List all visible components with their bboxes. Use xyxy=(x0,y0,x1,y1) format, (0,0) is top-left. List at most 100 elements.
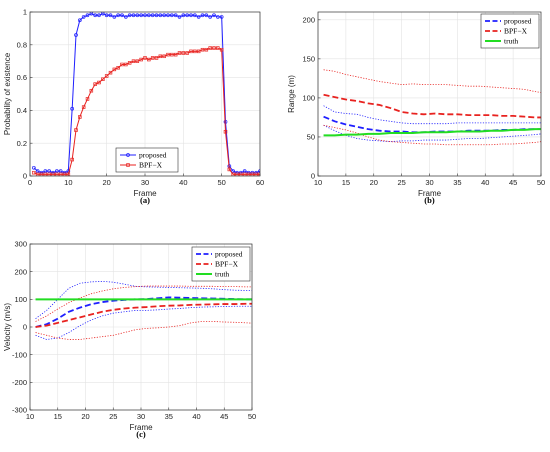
data-point xyxy=(158,54,163,59)
x-tick-label: 25 xyxy=(397,178,405,187)
data-point xyxy=(181,13,186,18)
x-tick-label: 15 xyxy=(342,178,350,187)
x-tick-label: 35 xyxy=(453,178,461,187)
data-point xyxy=(120,13,124,18)
plot-area xyxy=(323,69,541,146)
data-point xyxy=(208,15,213,19)
proposed-bound-series-line xyxy=(35,305,252,340)
data-point xyxy=(116,13,121,18)
truth-series-line xyxy=(323,128,541,137)
axes-frame xyxy=(29,243,253,411)
y-tick-label: -300 xyxy=(12,406,27,415)
data-point xyxy=(146,13,151,18)
chart-panel-3: 10 15 20 25 30 35 40 45 50 -300 -200 -100 0 100 200 300… xyxy=(3,240,256,439)
chart-panel-2: 10 15 20 25 30 35 40 45 50 0 50 100 150 200 Frame Range… xyxy=(287,11,545,205)
x-tick-label: 50 xyxy=(537,178,545,187)
chart-panel-1: 0 10 20 30 40 50 60 0 0.2 0.4 0.6 0.8 1 Frame Probabil… xyxy=(3,8,264,205)
data-point xyxy=(74,128,78,132)
x-axis-label: Frame xyxy=(129,423,153,432)
legend-marker xyxy=(126,163,130,167)
legend-label: BPF−X xyxy=(139,161,163,170)
axes-frame xyxy=(29,11,261,177)
data-point xyxy=(135,13,140,18)
data-point xyxy=(196,49,201,54)
data-point xyxy=(219,47,224,52)
data-point xyxy=(74,33,78,37)
data-point xyxy=(154,56,159,60)
data-point xyxy=(166,13,170,18)
data-point xyxy=(223,129,228,134)
data-point xyxy=(81,105,86,109)
data-point xyxy=(150,56,155,60)
x-tick-label: 30 xyxy=(425,178,433,187)
data-point xyxy=(216,46,220,50)
legend-label: truth xyxy=(215,270,229,279)
y-axis-label: Range (m) xyxy=(287,75,296,113)
data-point xyxy=(116,66,120,70)
x-tick-label: 30 xyxy=(137,412,145,421)
data-point xyxy=(193,49,197,54)
data-point xyxy=(227,167,232,172)
proposed-bound-series-line xyxy=(323,124,541,143)
legend-label: BPF−X xyxy=(215,260,239,269)
plot-area xyxy=(35,280,252,340)
data-point xyxy=(185,13,190,18)
data-point xyxy=(150,13,155,18)
x-tick-label: 25 xyxy=(109,412,117,421)
plot-area xyxy=(31,12,260,176)
bpfx-series-line xyxy=(323,93,541,119)
data-point xyxy=(185,51,189,55)
x-tick-label: 50 xyxy=(248,412,256,421)
data-point xyxy=(93,13,98,18)
data-point xyxy=(54,169,59,173)
bpfx-bound-series-line xyxy=(35,321,252,340)
x-tick-label: 10 xyxy=(314,178,322,187)
data-point xyxy=(173,52,178,57)
data-point xyxy=(219,15,224,19)
data-point xyxy=(189,49,193,54)
data-point xyxy=(93,82,97,86)
y-tick-label: 0 xyxy=(23,172,27,181)
data-point xyxy=(204,47,209,52)
data-point xyxy=(131,13,136,18)
data-point xyxy=(139,57,143,62)
data-point xyxy=(85,13,90,18)
data-point xyxy=(162,13,167,18)
data-point xyxy=(147,57,151,62)
data-point xyxy=(135,59,140,63)
legend-box xyxy=(480,13,540,49)
x-tick-label: 10 xyxy=(64,178,72,187)
data-point xyxy=(162,54,166,59)
data-point xyxy=(231,169,236,173)
y-tick-label: 150 xyxy=(302,54,315,63)
x-tick-label: 50 xyxy=(217,178,225,187)
data-point xyxy=(154,13,159,18)
x-tick-label: 35 xyxy=(165,412,173,421)
data-point xyxy=(112,15,117,19)
data-point xyxy=(47,169,52,173)
data-point xyxy=(166,52,170,57)
data-point xyxy=(81,15,86,19)
data-point xyxy=(112,67,117,72)
data-point xyxy=(192,13,197,18)
legend-marker xyxy=(126,153,130,157)
data-point xyxy=(169,13,174,18)
data-point xyxy=(89,88,94,93)
axes-frame xyxy=(317,11,542,177)
data-point xyxy=(181,51,186,55)
x-tick-label: 20 xyxy=(370,178,378,187)
x-tick-label: 20 xyxy=(102,178,110,187)
y-tick-label: -100 xyxy=(12,350,27,359)
x-tick-label: 60 xyxy=(256,178,264,187)
panel-caption: (a) xyxy=(140,195,150,205)
panel-caption: (b) xyxy=(424,195,435,205)
data-point xyxy=(108,70,113,75)
x-axis-label: Frame xyxy=(418,189,442,198)
data-point xyxy=(170,52,174,57)
data-point xyxy=(43,169,48,173)
legend-label: proposed xyxy=(504,17,532,26)
data-point xyxy=(177,51,182,55)
data-point xyxy=(97,13,101,18)
